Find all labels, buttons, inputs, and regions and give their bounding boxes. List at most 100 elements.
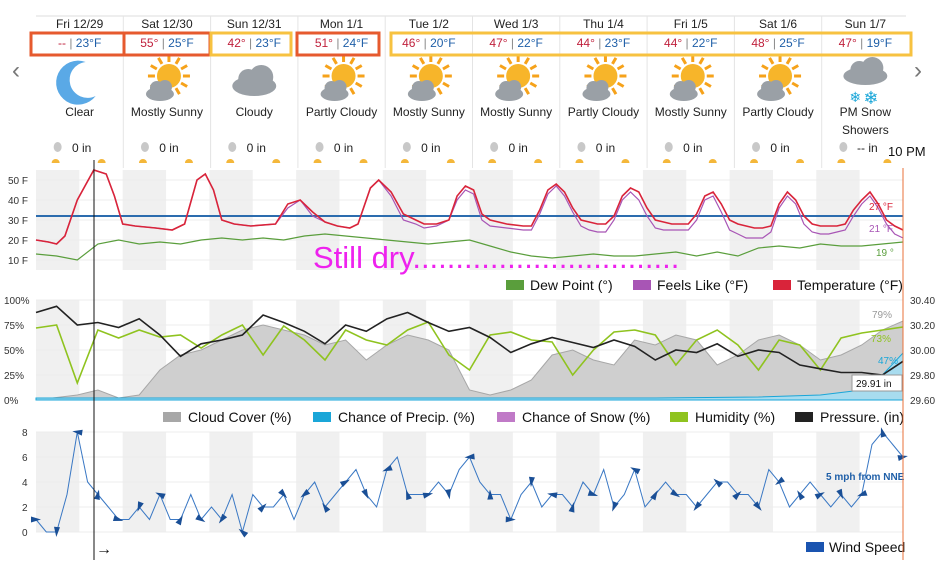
wind-barb-icon: [505, 516, 516, 523]
sun-ray: [785, 57, 792, 65]
temp-separator: |: [508, 36, 518, 50]
sun-ray: [331, 57, 338, 65]
sun-ray: [673, 64, 682, 71]
high-temp: 44°: [577, 36, 595, 50]
high-temp: 46°: [402, 36, 420, 50]
day-temps: -- | 23°F: [58, 36, 101, 50]
sun-ray: [698, 57, 705, 65]
high-temp: 42°: [228, 36, 246, 50]
high-temp: 48°: [751, 36, 769, 50]
raindrop-icon: [140, 142, 149, 152]
legend-swatch: [163, 412, 181, 422]
legend-label: Chance of Snow (%): [522, 409, 650, 425]
dew-point-line: [35, 233, 904, 261]
wind-barb-icon: [630, 467, 641, 475]
day-temps: 48° | 25°F: [751, 36, 804, 50]
temp-separator: |: [769, 36, 779, 50]
day-label: Fri 12/29: [56, 17, 104, 31]
wind-barb-icon: [880, 427, 887, 438]
day-condition: Clear: [65, 105, 94, 119]
sunrise-icon: [400, 159, 409, 163]
mid-right-tick: 30.00: [910, 346, 935, 357]
wind-barb-icon: [93, 489, 100, 501]
day-temps: 47° | 19°F: [839, 36, 892, 50]
sun-ray: [174, 87, 181, 95]
wind-barb-icon: [31, 516, 41, 523]
sun-ray: [150, 64, 158, 71]
snow-cloud-icon: ❄ ❄: [843, 57, 888, 108]
day-condition: Partly Cloudy: [568, 105, 639, 119]
day-column[interactable]: Fri 1/5 44° | 22°F Mostly Sunny 0 in: [646, 16, 727, 168]
sun-ray: [791, 64, 799, 71]
temp-tick-label: 40 F: [8, 196, 28, 207]
raindrop-icon: [752, 142, 761, 152]
day-column[interactable]: Tue 1/2 46° | 20°F Mostly Sunny 0 in: [384, 16, 465, 168]
raindrop-icon: [228, 142, 237, 152]
wind-barb-icon: [218, 513, 228, 524]
wind-barb-icon: [339, 479, 350, 488]
pressure-end-box: [851, 374, 903, 392]
wind-tick-label: 0: [22, 528, 28, 539]
day-temps: 44° | 22°F: [664, 36, 717, 50]
legend-swatch: [795, 412, 813, 422]
day-column[interactable]: Sun 12/31 42° | 23°F Cloudy 0 in: [210, 16, 282, 168]
legend-swatch: [497, 412, 515, 422]
day-column[interactable]: Sun 1/7 47° | 19°F ❄ ❄PM Snow Showers -- in: [821, 16, 892, 168]
day-label: Tue 1/2: [409, 17, 450, 31]
mid-right-tick: 30.20: [910, 321, 935, 332]
mid-left-tick: 75%: [4, 321, 24, 332]
sunrise-icon: [837, 159, 846, 163]
sun-cloud-icon: [320, 55, 365, 101]
day-column[interactable]: Wed 1/3 47° | 22°F Mostly Sunny 0 in: [472, 16, 553, 168]
temp-separator: |: [420, 36, 430, 50]
day-precip: 0 in: [421, 141, 440, 155]
sun-ray: [180, 81, 188, 88]
legend-label: Chance of Precip. (%): [338, 409, 475, 425]
pressure-line: [35, 305, 904, 376]
prev-arrow-icon[interactable]: ‹: [12, 57, 20, 84]
sun-ray: [506, 57, 513, 65]
sun-ray: [791, 81, 799, 88]
wind-barb-icon: [857, 489, 868, 497]
legend-label: Pressure. (in): [820, 409, 904, 425]
day-condition: Mostly Sunny: [480, 105, 552, 119]
day-condition: Partly Cloudy: [742, 105, 813, 119]
next-arrow-icon[interactable]: ›: [914, 57, 922, 84]
wind-barb-icon: [528, 476, 535, 487]
wind-barb-icon: [322, 502, 331, 513]
wind-barb-icon: [72, 429, 83, 436]
day-column[interactable]: Sat 1/6 48° | 25°F Partly Cloudy 0 in: [733, 16, 814, 168]
day-condition: PM Snow: [840, 105, 892, 119]
wind-panel: 8 6 4 2 0: [22, 427, 908, 539]
sun-ray: [174, 57, 181, 65]
day-column[interactable]: Fri 12/29 -- | 23°F Clear 0 in: [51, 17, 106, 163]
still-dry-annotation: Still dry...............................: [313, 240, 679, 275]
mid-right-tick: 29.60: [910, 396, 935, 407]
mid-left-tick: 100%: [4, 296, 30, 307]
cloud-shape: [157, 80, 172, 94]
wind-tick-label: 6: [22, 453, 28, 464]
low-temp: 25°F: [779, 36, 804, 50]
day-column[interactable]: Sat 12/30 55° | 25°F Mostly Sunny 0 in: [122, 16, 203, 168]
wind-barb-icon: [836, 488, 844, 500]
wind-barb-icon: [422, 492, 434, 499]
sun-cloud-icon: [582, 55, 627, 101]
sun-ray: [611, 57, 618, 65]
sun-ray: [704, 81, 712, 88]
day-label: Thu 1/4: [583, 17, 624, 31]
sunset-icon: [359, 159, 368, 163]
sun-ray: [411, 64, 420, 71]
sun-ray: [586, 64, 595, 71]
low-temp: 24°F: [343, 36, 368, 50]
sun-ray: [499, 64, 507, 71]
pressure-end-label: 29.91 in: [856, 379, 892, 390]
cloud-shape: [419, 80, 434, 94]
day-column[interactable]: Thu 1/4 44° | 23°F Partly Cloudy 0 in: [559, 16, 639, 168]
day-temps: 47° | 22°F: [489, 36, 542, 50]
temp-tick-label: 50 F: [8, 176, 28, 187]
wind-barb-icon: [797, 490, 805, 501]
day-header-row: Fri 12/29 -- | 23°F Clear 0 in Sat 12/30 55° …: [29, 15, 913, 168]
day-column[interactable]: Mon 1/1 51° | 24°F Partly Cloudy 0 in: [297, 16, 377, 168]
wind-legend-swatch: [806, 542, 824, 552]
low-temp: 23°F: [605, 36, 630, 50]
